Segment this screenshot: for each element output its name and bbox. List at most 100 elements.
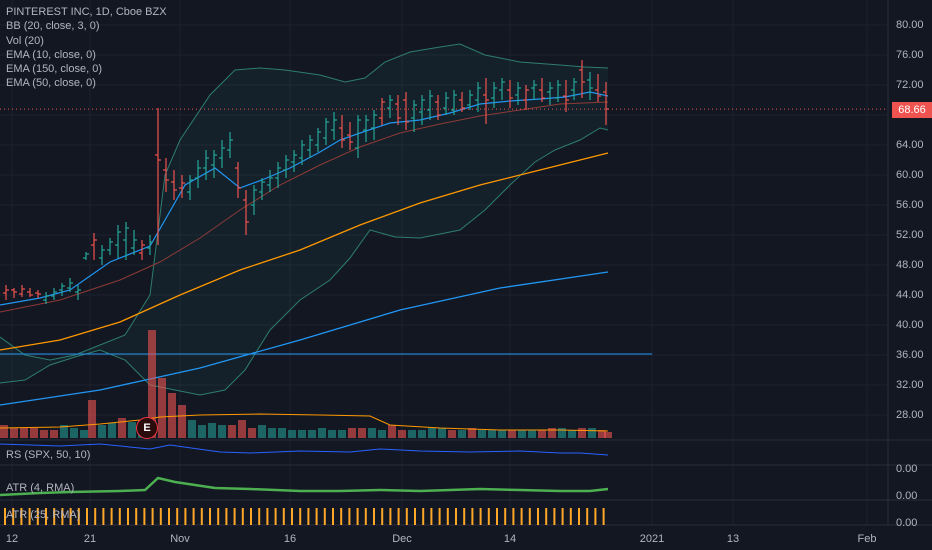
- volume-bar: [468, 428, 476, 438]
- volume-bar: [10, 428, 18, 438]
- atr25-bar: [12, 508, 15, 525]
- volume-bar: [578, 428, 586, 438]
- ohlc-bar: [51, 288, 57, 300]
- ohlc-bar: [43, 292, 49, 304]
- ohlc-bar: [67, 278, 73, 292]
- ohlc-bar: [563, 80, 569, 112]
- atr25-bar: [159, 508, 162, 525]
- atr25-bar: [143, 508, 146, 525]
- atr25-bar: [528, 508, 531, 525]
- ohlc-bar: [27, 288, 33, 297]
- atr25-bar: [209, 508, 211, 525]
- ohlc-bar: [571, 78, 577, 100]
- ohlc-bar: [587, 72, 593, 100]
- ohlc-bar: [331, 112, 337, 140]
- ohlc-bar: [499, 78, 505, 100]
- price-tick-label: 76.00: [896, 49, 924, 61]
- atr25-bar: [348, 508, 351, 525]
- volume-bar: [558, 428, 566, 438]
- atr25-bar: [422, 508, 425, 525]
- price-tick-label: 44.00: [896, 289, 924, 301]
- price-tick-label: 48.00: [896, 259, 924, 271]
- ohlc-bar: [139, 240, 145, 260]
- ohlc-bar: [451, 90, 457, 115]
- atr25-bar: [315, 508, 318, 525]
- atr25-panel-label[interactable]: ATR (25, RMA): [6, 509, 81, 521]
- volume-bar: [418, 430, 426, 438]
- ohlc-bar: [219, 140, 225, 168]
- ohlc-bar: [547, 82, 553, 105]
- volume-bar: [548, 428, 556, 438]
- ohlc-bar: [403, 92, 409, 130]
- price-tick-label: 52.00: [896, 229, 924, 241]
- atr-panel-label[interactable]: ATR (4, RMA): [6, 482, 75, 494]
- ohlc-bar: [99, 245, 105, 265]
- atr25-bar: [184, 508, 187, 525]
- volume-bar: [438, 428, 446, 438]
- volume-bar: [108, 423, 116, 438]
- atr25-bar: [553, 508, 556, 525]
- volume-bar: [40, 430, 48, 438]
- volume-bar: [408, 430, 416, 438]
- atr25-bar: [94, 508, 97, 525]
- atr25-bar: [520, 508, 523, 525]
- volume-bar: [128, 422, 136, 438]
- atr25-bar: [356, 508, 359, 525]
- ohlc-bar: [339, 115, 345, 148]
- volume-bar: [498, 430, 506, 438]
- volume-bar: [488, 430, 496, 438]
- volume-bar: [198, 425, 206, 438]
- atr25-bar: [405, 508, 408, 525]
- ohlc-bar: [3, 285, 9, 300]
- atr25-bar: [20, 508, 23, 525]
- atr25-bar: [151, 508, 154, 525]
- volume-bar: [518, 430, 526, 438]
- atr25-bar: [135, 508, 138, 525]
- ohlc-bar: [539, 78, 545, 102]
- ohlc-bar: [363, 115, 369, 142]
- atr25-bar: [217, 508, 220, 525]
- ohlc-bar: [131, 230, 137, 255]
- atr25-bar: [307, 508, 310, 525]
- volume-bar: [0, 425, 8, 438]
- volume-bar: [378, 430, 386, 438]
- bb-indicator-label[interactable]: BB (20, close, 3, 0): [6, 20, 100, 33]
- ohlc-bar: [243, 190, 249, 235]
- symbol-title[interactable]: PINTEREST INC, 1D, Cboe BZX: [6, 6, 167, 18]
- volume-bar: [398, 430, 406, 438]
- atr25-bar: [414, 508, 416, 525]
- atr-line: [0, 476, 609, 497]
- rs-panel-label[interactable]: RS (SPX, 50, 10): [6, 449, 91, 461]
- atr25-bar: [364, 508, 367, 525]
- atr25-bar: [496, 508, 498, 525]
- atr25-bar: [110, 508, 113, 525]
- atr25-bar: [233, 508, 236, 525]
- volume-bar: [188, 420, 196, 438]
- ema10-indicator-label[interactable]: EMA (10, close, 0): [6, 48, 96, 61]
- atr25-bar: [69, 508, 72, 525]
- ohlc-bar: [427, 90, 433, 120]
- volume-bar: [30, 428, 38, 438]
- ohlc-bar: [307, 135, 313, 158]
- volume-bar: [278, 428, 286, 438]
- ema150-indicator-label[interactable]: EMA (150, close, 0): [6, 63, 102, 76]
- atr25-bar: [291, 508, 293, 525]
- ohlc-bar: [187, 175, 193, 200]
- atr25-bar: [389, 508, 392, 525]
- price-tick-label: 72.00: [896, 79, 924, 91]
- atr25-bar: [61, 508, 64, 525]
- ohlc-bar: [483, 78, 489, 124]
- time-tick-label: Dec: [392, 533, 412, 545]
- atr25-bar: [512, 508, 515, 525]
- volume-bar: [168, 393, 176, 438]
- earnings-marker[interactable]: E: [136, 417, 158, 439]
- time-tick-label: Feb: [858, 533, 877, 545]
- ohlc-bar: [75, 285, 81, 300]
- volume-indicator-label[interactable]: Vol (20): [6, 34, 44, 47]
- ohlc-bar: [595, 74, 601, 102]
- ema50-indicator-label[interactable]: EMA (50, close, 0): [6, 77, 96, 90]
- atr25-bar: [102, 508, 105, 525]
- volume-ma-line: [0, 413, 609, 432]
- volume-bar: [148, 330, 156, 438]
